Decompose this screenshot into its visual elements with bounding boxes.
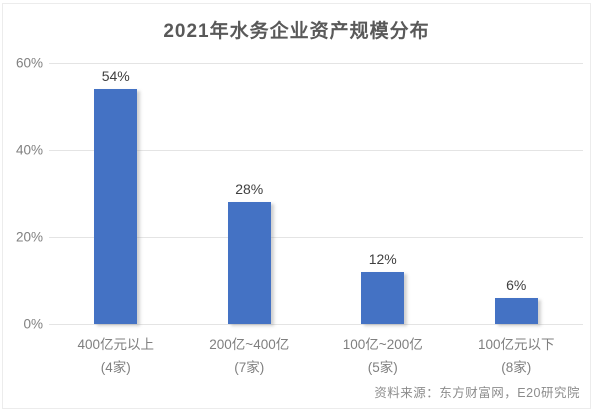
category-range-label: 400亿元以上	[77, 337, 155, 352]
bar	[227, 202, 271, 324]
category-range-label: 200亿~400亿	[209, 337, 290, 352]
category-count-label: (8家)	[501, 360, 532, 375]
gridline-40%	[49, 150, 583, 151]
source-note: 资料来源：东方财富网，E20研究院	[374, 386, 580, 400]
x-axis-category-label: 400亿元以上 (4家)	[49, 333, 182, 379]
chart-card: 2021年水务企业资产规模分布 0% 20% 40% 60% 54% 400亿元以上 (4家…	[2, 3, 591, 409]
category-range-label: 100亿元以下	[477, 337, 555, 352]
bar-value-label: 54%	[101, 68, 130, 85]
gridline-0%	[49, 324, 583, 325]
x-axis-category-label: 200亿~400亿 (7家)	[183, 333, 316, 379]
y-axis-tick-label: 60%	[15, 55, 43, 71]
bar-value-label: 28%	[235, 181, 264, 198]
x-axis-category-label: 100亿元以下 (8家)	[450, 333, 583, 379]
bar	[94, 89, 138, 324]
gridline-60%	[49, 63, 583, 64]
y-axis-tick-label: 40%	[15, 142, 43, 158]
gridline-20%	[49, 237, 583, 238]
bar	[361, 271, 405, 324]
category-count-label: (5家)	[367, 360, 398, 375]
bar-value-label: 6%	[506, 276, 527, 293]
plot-area: 0% 20% 40% 60% 54% 400亿元以上 (4家) 28% 200亿~400亿 (7家…	[16, 56, 583, 375]
chart-title: 2021年水务企业资产规模分布	[163, 21, 430, 42]
y-axis-tick-label: 20%	[15, 229, 43, 245]
x-axis-category-label: 100亿~200亿 (5家)	[316, 333, 449, 379]
bar	[494, 297, 538, 324]
category-range-label: 100亿~200亿	[342, 337, 423, 352]
category-count-label: (4家)	[100, 360, 131, 375]
category-count-label: (7家)	[234, 360, 265, 375]
y-axis-tick-label: 0%	[23, 316, 43, 332]
bar-value-label: 12%	[368, 250, 397, 267]
